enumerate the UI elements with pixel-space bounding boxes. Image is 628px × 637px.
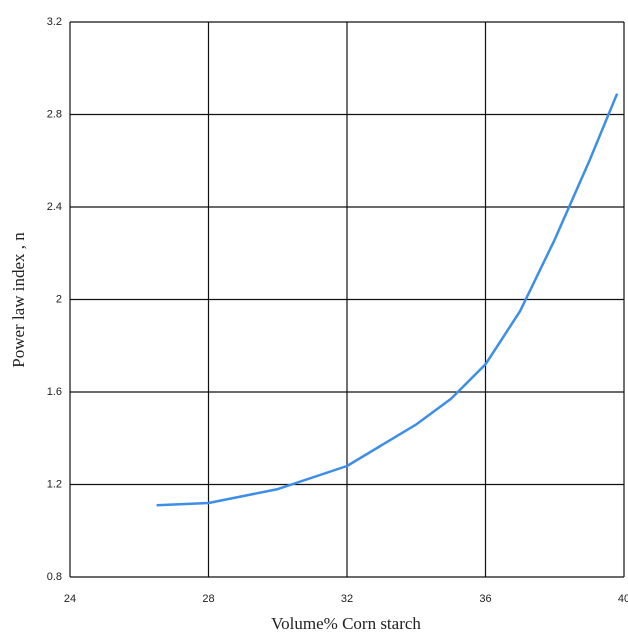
y-tick-label: 1.2 — [47, 478, 62, 490]
y-tick-label: 0.8 — [47, 571, 62, 583]
x-tick-label: 36 — [479, 593, 491, 605]
x-tick-label: 32 — [341, 593, 353, 605]
x-tick-label: 28 — [202, 593, 214, 605]
x-axis-title: Volume% Corn starch — [271, 614, 421, 633]
y-tick-label: 2 — [56, 293, 62, 305]
chart: Volume% Corn starch Power law index , n … — [0, 0, 628, 637]
y-tick-label: 2.4 — [47, 201, 62, 213]
y-tick-label: 1.6 — [47, 386, 62, 398]
x-tick-label: 40 — [618, 593, 628, 605]
y-tick-label: 2.8 — [47, 108, 62, 120]
y-axis-title: Power law index , n — [9, 232, 28, 368]
y-tick-label: 3.2 — [47, 16, 62, 28]
x-tick-label: 24 — [64, 593, 76, 605]
background — [0, 0, 628, 637]
